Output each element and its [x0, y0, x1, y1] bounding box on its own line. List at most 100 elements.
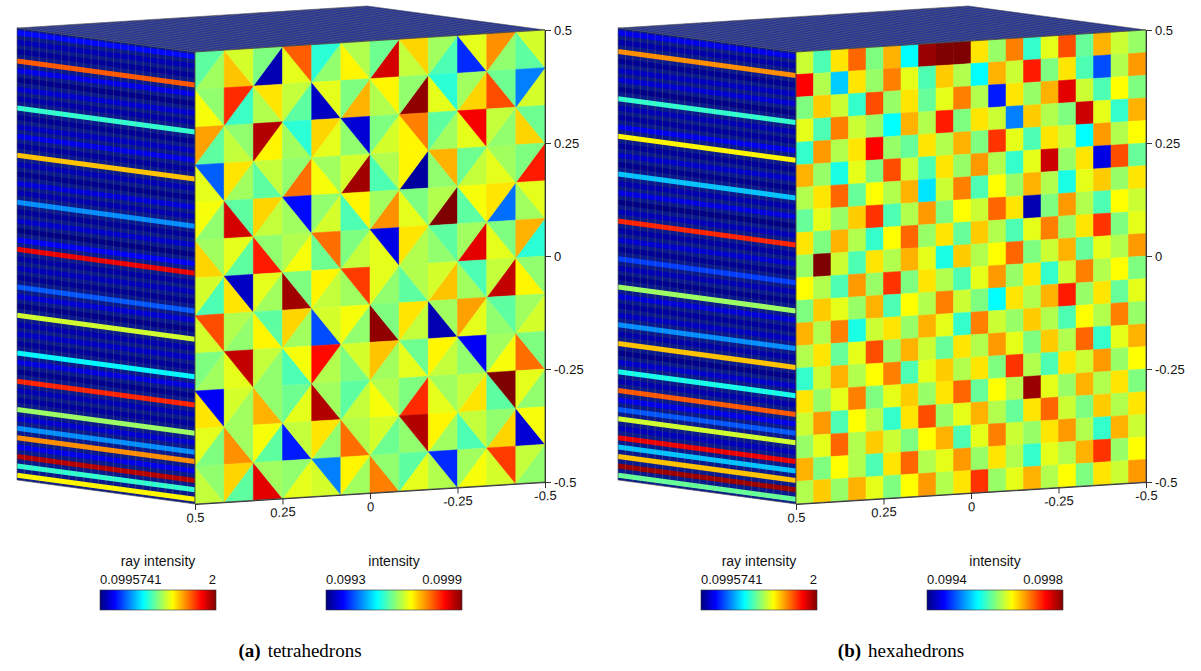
cell — [1006, 377, 1024, 401]
x-tick-mark — [457, 487, 458, 493]
cell — [849, 183, 867, 207]
cell — [971, 85, 989, 109]
cell — [370, 39, 399, 78]
cell — [283, 45, 312, 83]
cell — [1129, 233, 1147, 257]
cell — [971, 447, 989, 471]
cell — [1006, 264, 1024, 288]
cell — [936, 178, 954, 202]
mesh-line — [54, 33, 55, 485]
cell — [796, 119, 814, 143]
cell — [283, 308, 312, 348]
cell — [971, 130, 989, 154]
cell — [814, 185, 832, 209]
cell — [1006, 467, 1024, 491]
cell — [989, 107, 1007, 131]
cell — [370, 152, 399, 190]
cell — [936, 42, 954, 66]
cell — [253, 423, 282, 463]
x-tick-label: 0.25 — [871, 504, 896, 521]
cell — [1129, 53, 1147, 77]
cell — [487, 70, 516, 108]
cell — [1076, 305, 1094, 329]
cell — [195, 50, 224, 89]
cell — [399, 376, 428, 416]
cell — [849, 296, 867, 320]
cell — [849, 161, 867, 185]
cell — [195, 352, 224, 392]
cell — [971, 153, 989, 177]
cell — [1076, 237, 1094, 261]
cell — [224, 312, 253, 352]
cell — [458, 222, 487, 262]
cell — [971, 424, 989, 448]
mesh-line — [46, 32, 47, 484]
colorbar-group: ray intensity0.09957412 — [701, 553, 817, 610]
cell — [1076, 56, 1094, 80]
cell — [884, 430, 902, 454]
cell — [831, 320, 849, 344]
cell — [195, 276, 224, 316]
cell — [989, 265, 1007, 289]
cell — [866, 160, 884, 184]
cell — [1094, 303, 1112, 327]
cell — [399, 452, 428, 492]
cell — [516, 444, 545, 484]
cell — [1129, 279, 1147, 303]
cell — [399, 263, 428, 301]
cell — [954, 470, 972, 494]
panel: 0.50.250-0.25-0.50.50.250-0.25-0.5ray in… — [618, 6, 1185, 662]
x-tick-label: -0.25 — [443, 493, 473, 510]
cell — [341, 229, 370, 269]
cell — [1024, 37, 1042, 61]
cell — [1076, 463, 1094, 487]
y-tick-label: -0.25 — [554, 362, 584, 377]
colorbar — [701, 590, 817, 610]
cell — [849, 274, 867, 298]
y-tick-label: 0 — [554, 249, 561, 264]
cell — [516, 407, 545, 445]
cell — [1059, 193, 1077, 217]
x-axis: 0.50.250-0.25-0.5 — [186, 481, 556, 525]
cell — [1041, 352, 1059, 376]
cell — [341, 116, 370, 154]
cell — [195, 126, 224, 166]
cell — [936, 381, 954, 405]
cell — [866, 340, 884, 364]
cell — [253, 160, 282, 198]
cell — [796, 74, 814, 98]
cell — [866, 318, 884, 342]
cell — [1024, 421, 1042, 445]
mesh-line — [135, 44, 136, 496]
cell — [428, 186, 457, 226]
mesh-line — [113, 41, 114, 493]
cell — [884, 204, 902, 228]
cell — [849, 70, 867, 94]
cell — [428, 412, 457, 452]
cell — [989, 197, 1007, 221]
cell — [1076, 79, 1094, 103]
cell — [1006, 309, 1024, 333]
cell — [1076, 350, 1094, 374]
colorbar-tick-label: 2 — [810, 572, 817, 587]
x-tick: 0.25 — [871, 498, 896, 521]
y-tick: 0.5 — [545, 23, 572, 38]
cell — [1111, 189, 1129, 213]
x-tick-label: 0.25 — [270, 504, 295, 521]
cell — [370, 341, 399, 381]
cell — [1024, 376, 1042, 400]
cell — [224, 312, 253, 352]
cell — [1129, 437, 1147, 461]
cell — [341, 342, 370, 380]
cell — [919, 337, 937, 361]
cell — [1111, 31, 1129, 55]
y-tick: 0 — [1146, 249, 1162, 264]
cell — [849, 251, 867, 275]
cell — [954, 335, 972, 359]
cell — [195, 50, 224, 89]
cell — [1094, 190, 1112, 214]
cell — [428, 36, 457, 76]
cell — [1076, 282, 1094, 306]
cell — [487, 183, 516, 223]
cell — [849, 341, 867, 365]
